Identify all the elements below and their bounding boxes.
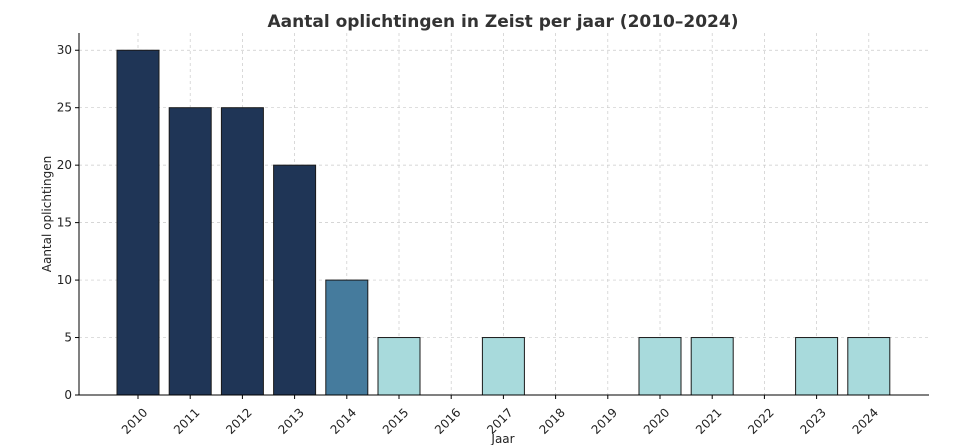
y-tick-label: 25 — [57, 101, 72, 115]
y-tick-label: 5 — [64, 331, 72, 345]
bar-2015 — [377, 337, 421, 396]
x-tick-label: 2022 — [745, 405, 776, 436]
bar-2023 — [795, 337, 839, 396]
bar-2011 — [168, 107, 212, 396]
x-tick-label: 2013 — [275, 405, 306, 436]
x-axis-title: Jaar — [490, 432, 514, 445]
x-tick-label: 2019 — [589, 405, 620, 436]
x-tick-label: 2018 — [536, 405, 567, 436]
bar-layer — [116, 49, 891, 396]
x-tick-label: 2012 — [223, 405, 254, 436]
y-tick-label: 30 — [57, 43, 72, 57]
bar-2024 — [847, 337, 891, 396]
x-tick-label: 2015 — [380, 405, 411, 436]
x-tick-label: 2023 — [797, 405, 828, 436]
y-tick-label: 15 — [57, 216, 72, 230]
grid-layer — [79, 33, 929, 395]
bar-2012 — [220, 107, 264, 396]
x-tick-label: 2020 — [641, 405, 672, 436]
bar-2017 — [481, 337, 525, 396]
x-tick-label: 2011 — [171, 405, 202, 436]
y-tick-label: 10 — [57, 273, 72, 287]
x-tick-label: 2010 — [119, 405, 150, 436]
x-tick-label: 2016 — [432, 405, 463, 436]
y-tick-label: 0 — [64, 388, 72, 402]
y-axis-title: Aantal oplichtingen — [40, 156, 54, 272]
bar-2014 — [325, 279, 369, 396]
bar-2010 — [116, 49, 160, 396]
x-tick-label: 2021 — [693, 405, 724, 436]
x-tick-label: 2014 — [328, 405, 359, 436]
bar-2013 — [273, 164, 317, 396]
bar-2021 — [690, 337, 734, 396]
x-tick-label: 2024 — [850, 405, 881, 436]
y-tick-label: 20 — [57, 158, 72, 172]
chart-title: Aantal oplichtingen in Zeist per jaar (2… — [268, 12, 739, 32]
bar-2020 — [638, 337, 682, 396]
